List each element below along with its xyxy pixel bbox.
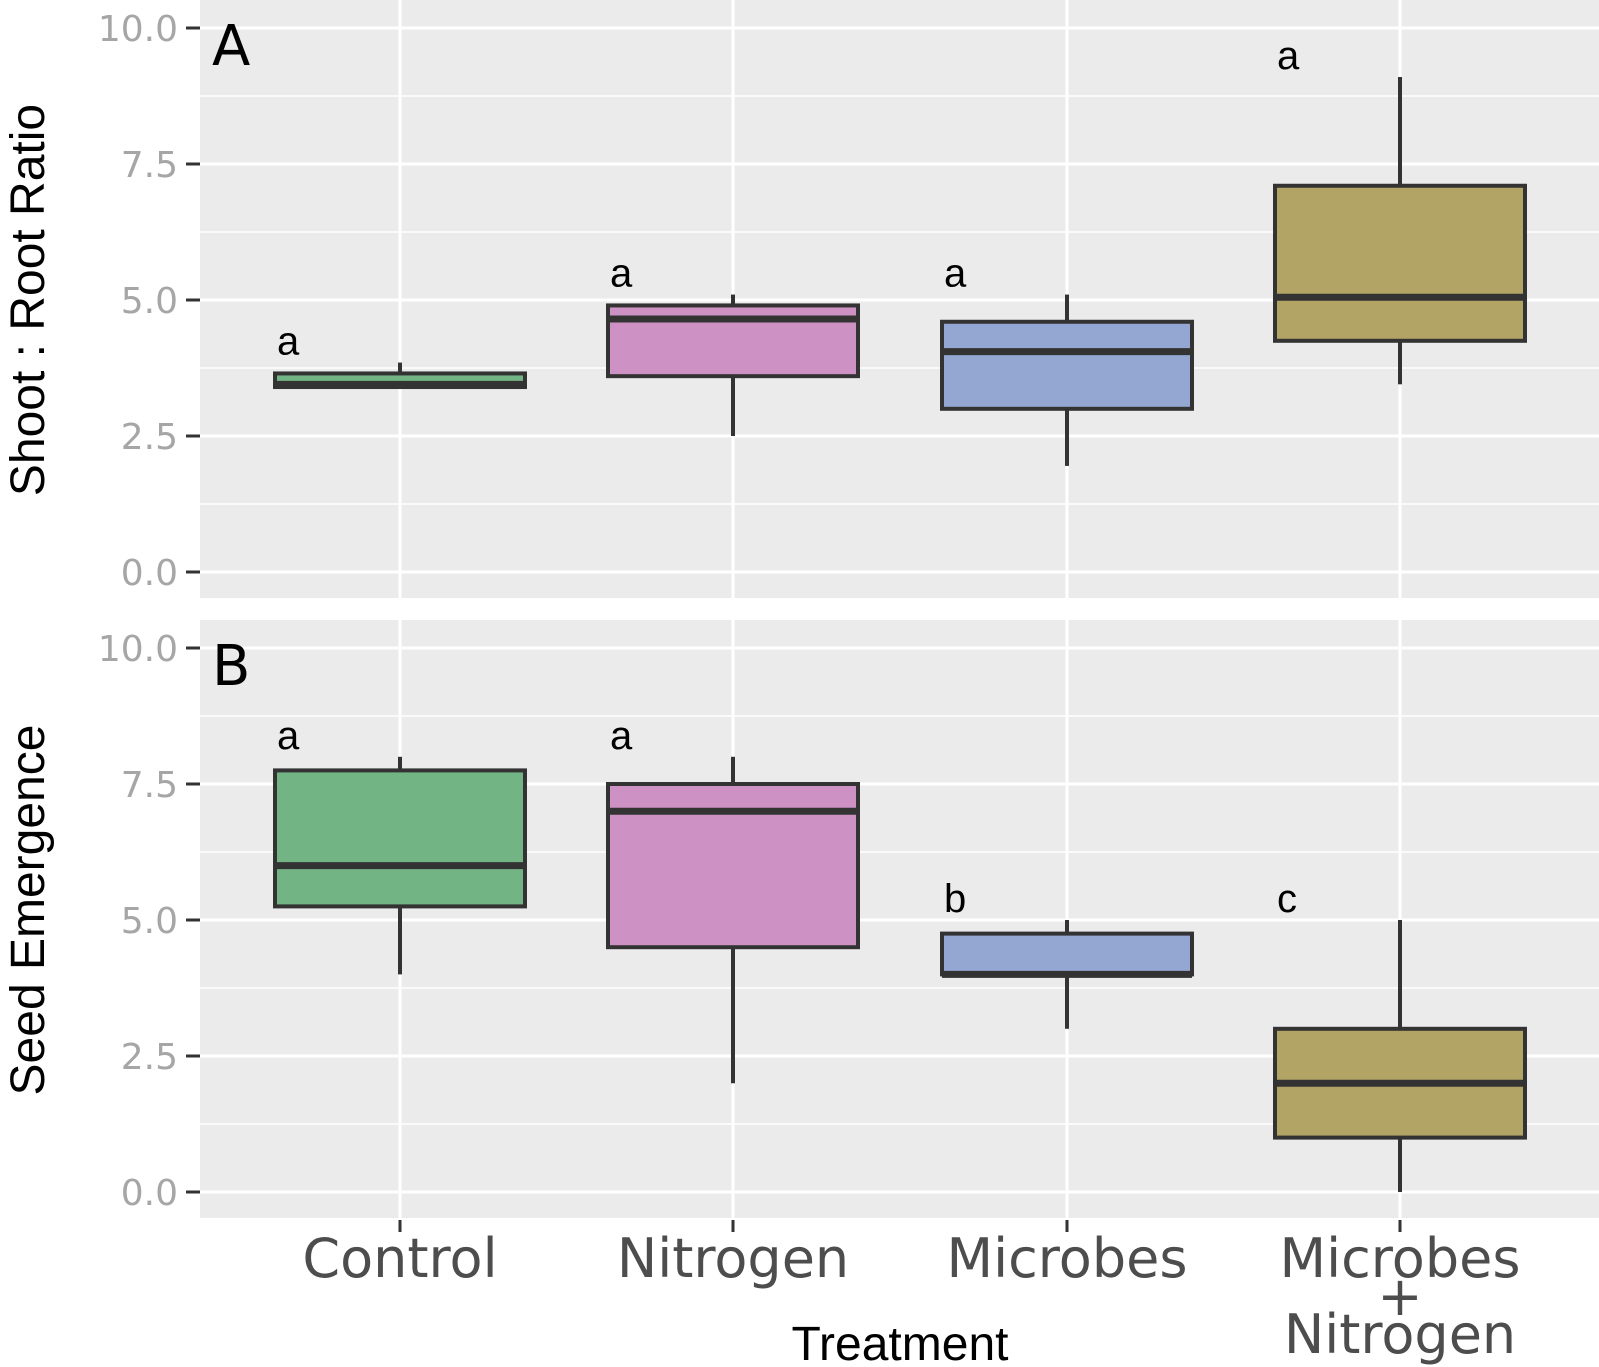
x-tick-label: Microbes + Nitrogen [1280,1227,1521,1366]
y-tick-label: 2.5 [121,417,178,458]
significance-letter: b [944,877,966,921]
significance-letter: c [1277,877,1297,921]
panel-b-seed-emergence: 0.0 2.5 5.0 7.5 10.0 a a b c B Seed Emergence [2,620,1599,1218]
box-microbes-nitrogen: c [1273,877,1527,1192]
x-axis-title: Treatment [792,1318,1009,1367]
iqr-box [940,319,1194,411]
y-tick-label: 10.0 [98,629,178,670]
significance-letter: a [610,714,633,758]
panel-label: A [212,14,250,79]
y-tick-label: 7.5 [121,145,178,186]
panel-label: B [212,634,250,699]
iqr-box [273,768,527,909]
significance-letter: a [1277,34,1300,78]
box-microbes: b [940,877,1194,1029]
y-tick-label: 0.0 [121,553,178,594]
y-axis-title: Seed Emergence [2,725,55,1096]
y-axis-title: Shoot : Root Ratio [2,104,55,496]
significance-letter: a [277,320,300,364]
significance-letter: a [944,252,967,296]
significance-letter: a [610,252,633,296]
x-tick-label: Nitrogen [617,1227,849,1290]
iqr-box [1273,183,1527,343]
x-tick-label: Control [302,1227,497,1290]
y-tick-label: 0.0 [121,1173,178,1214]
box-microbes: a [940,252,1194,466]
y-tick-label: 5.0 [121,281,178,322]
x-tick-label: Microbes [947,1227,1188,1290]
panel-a-shoot-root-ratio: 0.0 2.5 5.0 7.5 10.0 a a a a A Shoot : Root Ratio [2,0,1599,598]
box-nitrogen: a [606,252,860,436]
box-control: a [273,714,527,975]
box-control: a [273,320,527,390]
y-tick-label: 5.0 [121,901,178,942]
x-axis: Control Nitrogen Microbes Microbes + Nitrogen [302,1220,1520,1366]
box-nitrogen: a [606,714,860,1084]
iqr-box [940,931,1194,977]
y-tick-label: 10.0 [98,9,178,50]
y-tick-label: 7.5 [121,765,178,806]
box-microbes-nitrogen: a [1273,34,1527,385]
y-tick-label: 2.5 [121,1037,178,1078]
significance-letter: a [277,714,300,758]
